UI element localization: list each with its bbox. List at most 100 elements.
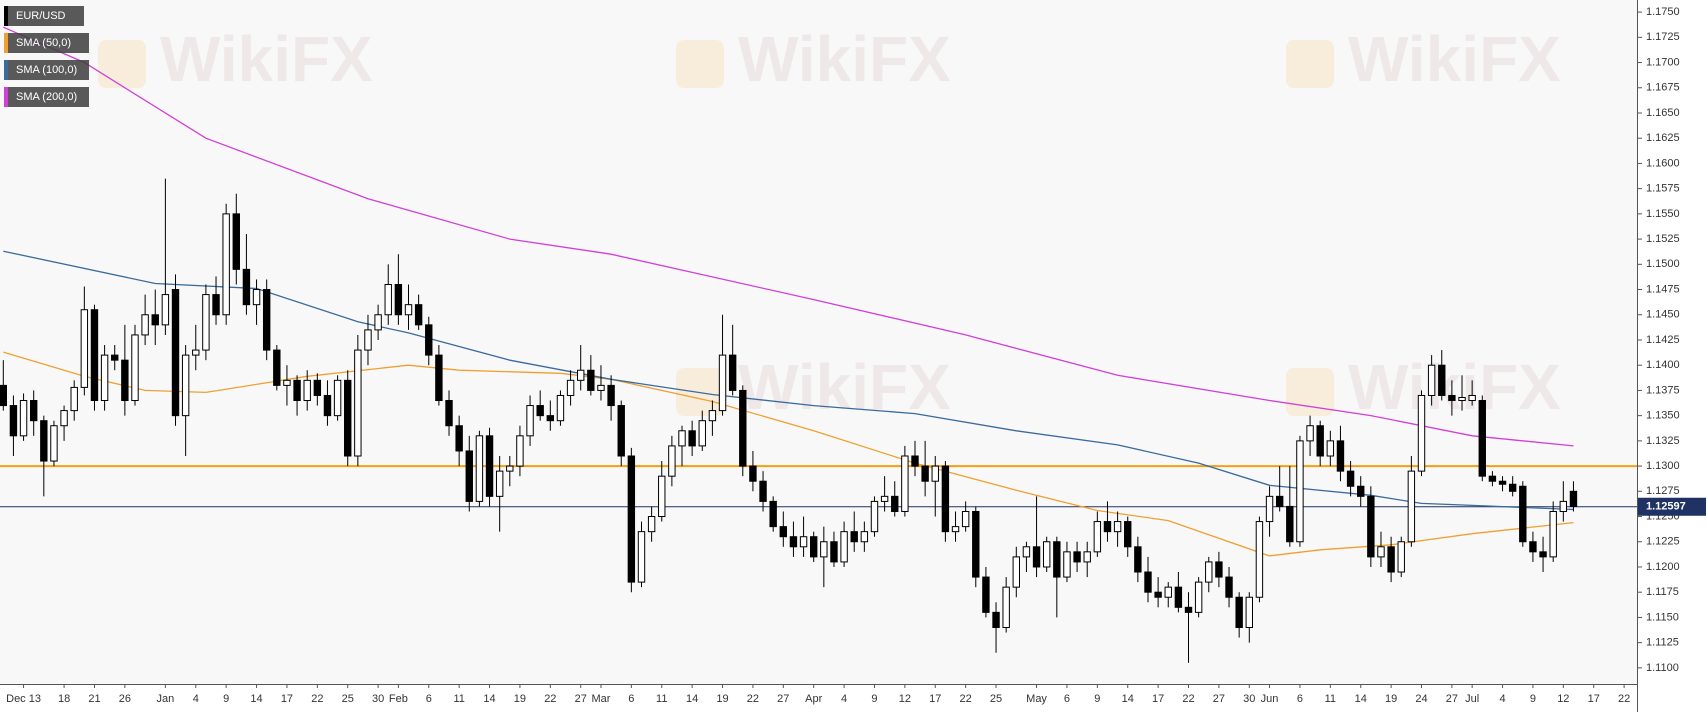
y-tick-label: 1.1325	[1646, 435, 1680, 447]
x-tick-label: 12	[1557, 693, 1569, 705]
legend-box	[4, 60, 89, 80]
legend-swatch	[4, 6, 8, 26]
x-tick-label: 9	[871, 693, 877, 705]
x-tick-label: 27	[777, 693, 789, 705]
candle-body	[1539, 551, 1547, 558]
watermarks: WikiFX WikiFX WikiFX WikiFX WikiFX	[98, 23, 1561, 423]
candle-body	[941, 465, 950, 533]
legend-box	[4, 87, 89, 107]
y-tick-label: 1.1575	[1646, 183, 1680, 195]
candle-body	[1042, 541, 1051, 568]
candle-body	[0, 384, 7, 407]
candle-body	[577, 369, 585, 381]
candle-body	[850, 531, 858, 543]
candles	[0, 178, 1578, 663]
x-tick-label: Mar	[591, 693, 610, 705]
y-tick-label: 1.1675	[1646, 82, 1680, 94]
candle-body	[627, 455, 636, 583]
candle-body	[455, 425, 463, 452]
candle-body	[1255, 521, 1264, 598]
candle-body	[19, 400, 28, 437]
legend-label: SMA (200,0)	[16, 91, 77, 103]
x-tick-label: 4	[841, 693, 847, 705]
candle-body	[870, 500, 879, 533]
candle-body	[384, 283, 392, 316]
candle-body	[992, 611, 1000, 629]
candle-body	[688, 430, 696, 447]
candle-body	[242, 268, 251, 306]
candle-body	[323, 394, 332, 417]
y-tick-label: 1.1725	[1646, 31, 1680, 43]
candle-body	[678, 430, 686, 447]
candle-body	[131, 334, 139, 402]
x-tick-label: 25	[342, 693, 354, 705]
candle-body	[70, 386, 78, 412]
y-tick-label: 1.1450	[1646, 309, 1680, 321]
candle-body	[1083, 551, 1091, 563]
x-tick-label: Dec 13	[6, 693, 41, 705]
candle-body	[161, 294, 170, 326]
candle-body	[749, 465, 757, 482]
candle-body	[495, 470, 504, 497]
x-tick-label: 17	[1588, 693, 1600, 705]
candle-body	[344, 379, 352, 457]
y-tick-label: 1.1175	[1646, 586, 1679, 598]
x-tick-label: 9	[1094, 693, 1100, 705]
x-tick-label: 11	[1325, 693, 1336, 705]
candle-body	[1508, 483, 1517, 492]
x-tick-label: Feb	[389, 693, 408, 705]
candle-body	[587, 369, 595, 391]
candle-body	[891, 495, 899, 512]
candle-body	[435, 354, 443, 402]
watermark: WikiFX	[738, 23, 951, 95]
y-tick-label: 1.1225	[1646, 536, 1680, 548]
candle-body	[1549, 510, 1557, 558]
candle-body	[739, 389, 747, 467]
candle-body	[769, 500, 777, 528]
y-tick-label: 1.1700	[1646, 56, 1680, 68]
x-tick-label: 27	[1446, 693, 1458, 705]
candle-body	[485, 435, 494, 497]
x-tick-label: 4	[1499, 693, 1505, 705]
candle-body	[313, 379, 322, 396]
candle-body	[1154, 591, 1162, 598]
y-tick-label: 1.1475	[1646, 283, 1680, 295]
candle-body	[1387, 546, 1395, 573]
candle-body	[333, 379, 342, 417]
candle-body	[1205, 561, 1213, 583]
x-tick-label: Jan	[157, 693, 175, 705]
candle-body	[1134, 546, 1142, 573]
x-tick-label: 21	[88, 693, 100, 705]
x-tick-label: 9	[223, 693, 229, 705]
candle-body	[354, 349, 362, 457]
candle-body	[303, 379, 311, 402]
candle-body	[1215, 561, 1223, 578]
x-tick-label: 26	[119, 693, 131, 705]
watermark: WikiFX	[1348, 23, 1561, 95]
candle-body	[222, 213, 230, 316]
x-tick-label: 22	[960, 693, 972, 705]
candle-body	[779, 526, 788, 538]
x-tick-label: 17	[281, 693, 293, 705]
x-tick-label: 27	[575, 693, 587, 705]
candle-body	[181, 354, 190, 417]
candle-body	[546, 415, 555, 422]
x-tick-label: 14	[1355, 693, 1367, 705]
x-tick-label: 6	[628, 693, 634, 705]
x-tick-label: 6	[1297, 693, 1303, 705]
watermark: WikiFX	[1348, 351, 1561, 423]
y-tick-label: 1.1525	[1646, 233, 1680, 245]
candle-body	[668, 445, 676, 477]
x-tick-label: 11	[453, 693, 464, 705]
x-tick-label: 25	[990, 693, 1002, 705]
x-tick-label: 19	[514, 693, 526, 705]
last-price-box	[1638, 497, 1706, 516]
candle-body	[9, 405, 18, 437]
candle-body	[252, 289, 261, 306]
candle-body	[637, 531, 646, 583]
candle-body	[404, 304, 413, 316]
watermark-icon	[676, 40, 724, 88]
y-tick-label: 1.1100	[1646, 662, 1679, 674]
candle-body	[921, 465, 929, 482]
sma-line	[3, 351, 1574, 557]
